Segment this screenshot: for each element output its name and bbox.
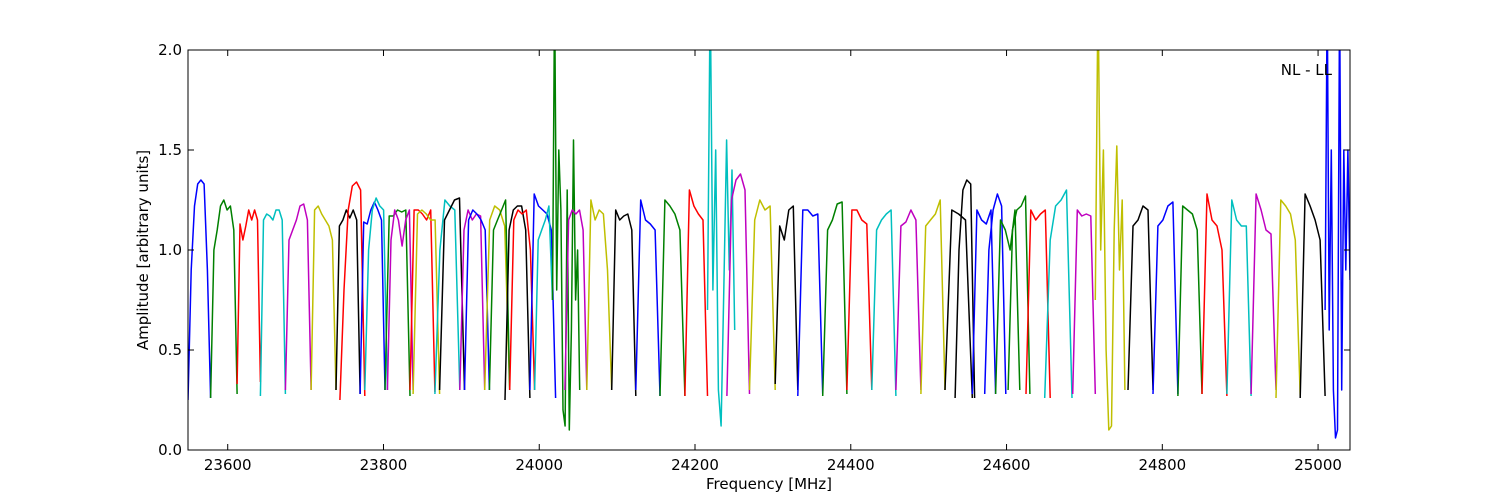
x-tick-label: 24600 xyxy=(983,456,1031,474)
series-segment-59 xyxy=(1299,193,1326,399)
series-segment-8 xyxy=(339,181,366,401)
series-segment-58 xyxy=(1275,199,1301,399)
x-tick-label: 24000 xyxy=(515,456,563,474)
series-segment-23 xyxy=(529,193,557,399)
series-segment-50 xyxy=(1071,209,1097,395)
series-segment-53 xyxy=(1152,201,1179,395)
series-segment-43 xyxy=(954,179,976,399)
series-segment-17 xyxy=(459,209,486,391)
series-segment-13 xyxy=(409,209,436,393)
series-segment-45 xyxy=(983,193,1007,395)
series-segment-15 xyxy=(434,199,461,395)
series-segment-14 xyxy=(412,209,441,395)
series-segment-37 xyxy=(821,201,848,397)
series-segment-39 xyxy=(871,209,897,397)
series-segment-1 xyxy=(188,179,212,401)
y-tick-label: 2.0 xyxy=(158,41,182,59)
x-axis-label: Frequency [MHz] xyxy=(706,475,832,493)
series-segment-12 xyxy=(386,209,414,391)
y-tick-label: 1.0 xyxy=(158,241,182,259)
x-tick-label: 24200 xyxy=(671,456,719,474)
series-segment-36 xyxy=(797,209,824,397)
y-axis-label: Amplitude [arbitrary units] xyxy=(134,150,152,350)
series-segment-28 xyxy=(610,209,637,397)
series-segment-35 xyxy=(774,205,799,391)
series-segment-24 xyxy=(533,205,554,391)
x-tick-label: 23800 xyxy=(360,456,408,474)
y-tick-label: 0.5 xyxy=(158,341,182,359)
series-segment-48 xyxy=(1025,209,1051,399)
series-segment-54 xyxy=(1177,205,1203,397)
series-segment-5 xyxy=(284,203,312,391)
series-segment-51 xyxy=(1094,50,1126,431)
series-segment-40 xyxy=(895,209,922,391)
series-segment-19 xyxy=(483,205,511,391)
x-tick-label: 23600 xyxy=(204,456,252,474)
x-tick-label: 24400 xyxy=(827,456,875,474)
series-segment-11 xyxy=(384,209,411,397)
series-segment-27 xyxy=(586,199,613,391)
series-segment-56 xyxy=(1226,199,1252,397)
series-segment-41 xyxy=(920,199,946,395)
series-segment-57 xyxy=(1250,193,1277,395)
series-segment-26 xyxy=(564,209,588,391)
series-segment-34 xyxy=(748,199,776,391)
series-group xyxy=(188,50,1350,439)
series-segment-42 xyxy=(944,209,974,399)
series-segment-60 xyxy=(1324,50,1350,439)
x-tick-label: 25000 xyxy=(1294,456,1342,474)
series-segment-46 xyxy=(994,209,1021,395)
series-segment-4 xyxy=(259,209,287,397)
series-segment-2 xyxy=(209,199,238,399)
x-tick-label: 24800 xyxy=(1138,456,1186,474)
series-segment-18 xyxy=(463,209,491,391)
series-segment-31 xyxy=(684,189,709,397)
series-segment-3 xyxy=(236,209,262,385)
y-tick-label: 0.0 xyxy=(158,441,182,459)
series-segment-9 xyxy=(359,201,386,395)
series-segment-30 xyxy=(659,199,686,397)
annotation-label: NL - LL xyxy=(1281,61,1333,79)
series-segment-49 xyxy=(1043,189,1073,399)
ticks-group: 23600 23800 24000 24200 24400 24600 24800 25000… xyxy=(158,41,1350,474)
series-segment-20 xyxy=(488,199,511,391)
series-segment-29 xyxy=(635,199,661,397)
series-segment-47 xyxy=(1007,195,1031,395)
series-segment-22 xyxy=(508,209,536,391)
y-tick-label: 1.5 xyxy=(158,141,182,159)
series-segment-52 xyxy=(1127,205,1154,391)
series-segment-16 xyxy=(438,197,466,391)
series-segment-6 xyxy=(310,205,337,391)
series-segment-10 xyxy=(364,197,389,391)
series-segment-21 xyxy=(504,205,531,401)
series-segment-33 xyxy=(726,173,751,397)
series-segment-44 xyxy=(971,209,997,395)
series-segment-38 xyxy=(846,209,873,391)
series-segment-55 xyxy=(1201,193,1228,397)
